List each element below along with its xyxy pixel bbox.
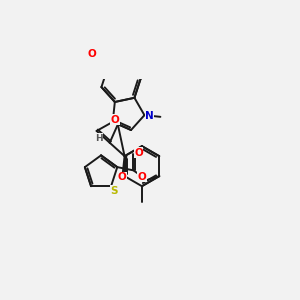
Text: O: O [118,172,127,182]
Text: N: N [145,111,154,121]
Text: O: O [137,172,146,182]
Text: H: H [95,134,103,142]
Text: S: S [111,186,118,196]
Text: O: O [134,148,143,158]
Text: O: O [111,115,119,125]
Text: O: O [87,50,96,59]
